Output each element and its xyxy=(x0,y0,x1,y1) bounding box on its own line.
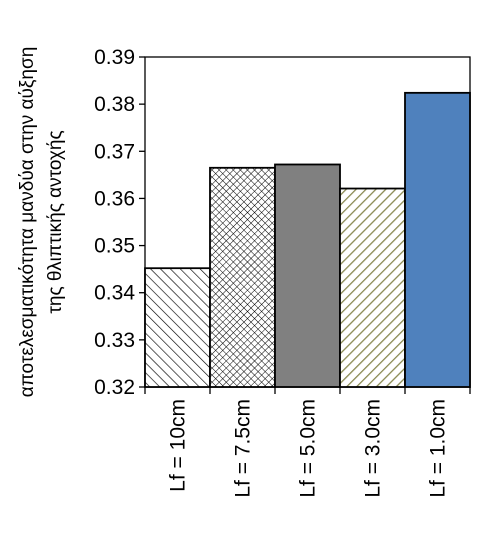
x-tick-label: Lf = 5.0cm xyxy=(297,399,320,498)
plot-area: 0.32 0.33 0.34 0.35 0.36 0.37 0.38 0.39 Lf = 10c… xyxy=(94,46,471,498)
y-tick-label: 0.36 xyxy=(94,187,135,210)
x-tick-label: Lf = 7.5cm xyxy=(232,399,255,498)
bar xyxy=(339,187,406,388)
y-axis-title-line: της θλιπτικής αντοχής xyxy=(45,130,66,313)
y-axis-title-line: αποτελεσματικότητα μανδύα στην αύξηση xyxy=(17,47,38,398)
bar xyxy=(144,267,211,388)
x-tick-label: Lf = 10cm xyxy=(167,399,190,492)
y-tick-label: 0.35 xyxy=(94,235,135,258)
y-axis-title: αποτελεσματικότητα μανδύα στην αύξηση της… xyxy=(17,47,66,398)
y-tick-label: 0.39 xyxy=(94,46,135,69)
y-tick-label: 0.33 xyxy=(94,329,135,352)
bar xyxy=(404,91,471,388)
x-tick-label: Lf = 3.0cm xyxy=(362,399,385,498)
bar xyxy=(209,166,276,388)
bar xyxy=(274,163,341,388)
y-tick-label: 0.32 xyxy=(94,376,135,399)
x-tick-label: Lf = 1.0cm xyxy=(427,399,450,498)
y-tick-label: 0.34 xyxy=(94,282,135,305)
y-tick-label: 0.37 xyxy=(94,140,135,163)
y-tick-label: 0.38 xyxy=(94,93,135,116)
